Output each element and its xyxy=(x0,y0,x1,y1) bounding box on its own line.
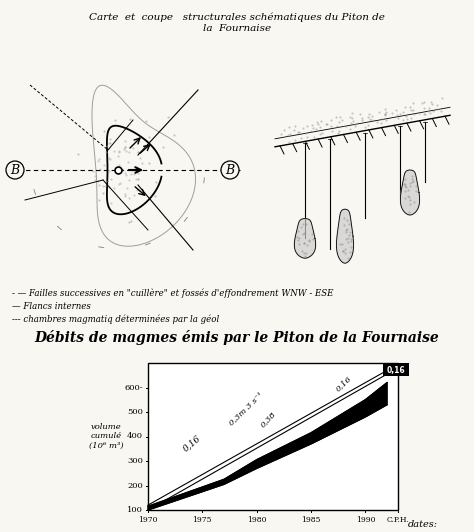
Bar xyxy=(383,363,409,376)
Text: volume
cumulé
(10⁶ m³): volume cumulé (10⁶ m³) xyxy=(89,423,123,450)
Text: 0,16: 0,16 xyxy=(181,434,202,454)
Text: Débits de magmes émis par le Piton de la Fournaise: Débits de magmes émis par le Piton de la… xyxy=(35,330,439,345)
Text: 1970: 1970 xyxy=(138,516,158,524)
Text: - — Failles successives en "cuillère" et fossés d'effondrement WNW - ESE: - — Failles successives en "cuillère" et… xyxy=(12,288,333,297)
Polygon shape xyxy=(148,383,387,510)
Text: 0,16: 0,16 xyxy=(334,373,353,393)
Text: B: B xyxy=(10,163,19,177)
Text: 1985: 1985 xyxy=(301,516,321,524)
Text: 1990: 1990 xyxy=(356,516,375,524)
Polygon shape xyxy=(337,209,354,263)
Polygon shape xyxy=(401,170,419,215)
Text: 600-: 600- xyxy=(124,384,143,392)
Text: 1975: 1975 xyxy=(192,516,212,524)
Text: Carte  et  coupe   structurales schématiques du Piton de: Carte et coupe structurales schématiques… xyxy=(89,12,385,21)
Text: 300: 300 xyxy=(127,457,143,465)
Text: — Flancs internes: — Flancs internes xyxy=(12,302,91,311)
Text: 1980: 1980 xyxy=(247,516,266,524)
Text: 0,3m 3 s⁻¹: 0,3m 3 s⁻¹ xyxy=(227,390,264,427)
Text: B: B xyxy=(226,163,235,177)
Text: 0,38: 0,38 xyxy=(258,410,277,429)
Text: 0,16: 0,16 xyxy=(386,366,405,375)
Polygon shape xyxy=(294,219,316,258)
Text: --- chambres magmatiq déterminées par la géol: --- chambres magmatiq déterminées par la… xyxy=(12,314,219,323)
Text: 500: 500 xyxy=(127,408,143,416)
Text: C.P.H.: C.P.H. xyxy=(387,516,410,524)
Text: 100: 100 xyxy=(127,506,143,514)
Text: dates:: dates: xyxy=(408,520,438,529)
Text: la  Fournaise: la Fournaise xyxy=(203,24,271,33)
Text: 200: 200 xyxy=(127,481,143,489)
Bar xyxy=(148,363,398,510)
Text: 400: 400 xyxy=(127,433,143,440)
